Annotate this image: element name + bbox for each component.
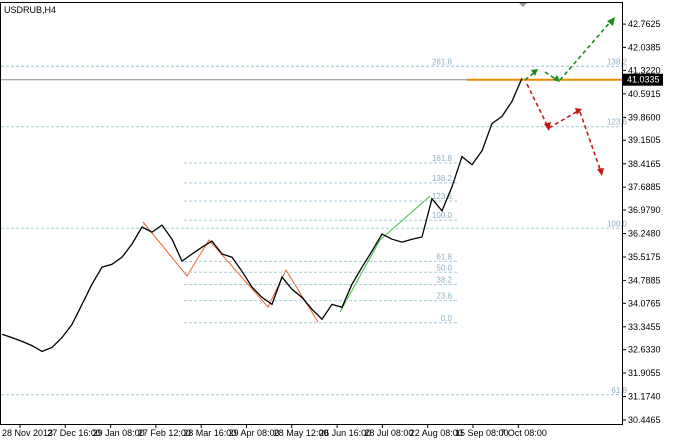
y-tick-label: 31.1740 (628, 392, 661, 402)
y-tick-label: 30.4465 (628, 415, 661, 425)
fib-label: 50.0 (436, 263, 452, 272)
y-tick-label: 33.3455 (628, 322, 661, 332)
price-line (1, 77, 523, 353)
x-tick-label: 28 Jul 08:00 (364, 428, 413, 438)
last-price-label: 41.0335 (627, 75, 660, 85)
y-tick-label: 42.0385 (628, 42, 661, 52)
y-tick-label: 39.8600 (628, 112, 661, 122)
x-tick-label: 27 Feb 12:00 (138, 428, 191, 438)
y-tick-label: 37.6885 (628, 182, 661, 192)
y-tick-label: 42.7625 (628, 19, 661, 29)
x-tick-label: 26 Jun 16:00 (319, 428, 371, 438)
x-tick-label: 29 Jan 08:00 (93, 428, 145, 438)
y-tick-label: 38.4165 (628, 159, 661, 169)
fib-label: 61.8 (611, 386, 627, 395)
chart-title: USDRUB,H4 (4, 5, 56, 15)
x-tick-label: 27 Dec 16:00 (47, 428, 101, 438)
zigzag-wave (339, 195, 431, 313)
fib-label: 100.0 (432, 211, 453, 220)
arrow-heads (531, 17, 615, 176)
y-tick-label: 34.0765 (628, 298, 661, 308)
fib-label: 0.0 (441, 314, 453, 323)
x-tick-label: 7 Oct 08:00 (500, 428, 547, 438)
x-tick-label: 28 Mar 16:00 (183, 428, 236, 438)
x-tick-label: 28 May 12:00 (274, 428, 329, 438)
x-tick-label: 15 Sep 08:00 (455, 428, 509, 438)
x-tick-label: 28 Nov 2013 (2, 428, 53, 438)
y-tick-label: 32.6330 (628, 345, 661, 355)
fib-label: 261.8 (432, 57, 453, 66)
last-price-box (623, 73, 663, 86)
fib-label: 138.2 (607, 57, 628, 66)
y-tick-label: 36.2480 (628, 228, 661, 238)
plot-frame (0, 2, 623, 425)
fib-label: 138.2 (432, 174, 453, 183)
y-tick-label: 36.9790 (628, 205, 661, 215)
fib-label: 123.6 (607, 118, 628, 127)
fib-label: 61.8 (436, 252, 452, 261)
fib-label: 123.6 (432, 192, 453, 201)
y-tick-label: 40.5915 (628, 89, 661, 99)
y-tick-label: 31.9055 (628, 368, 661, 378)
fib-label: 23.6 (436, 292, 452, 301)
fib-label: 38.2 (436, 276, 452, 285)
fib-label: 100.0 (607, 219, 628, 228)
y-tick-label: 34.7885 (628, 275, 661, 285)
x-tick-label: 29 Apr 08:00 (229, 428, 280, 438)
zigzag-wave (142, 221, 319, 323)
y-tick-label: 41.3220 (628, 65, 661, 75)
shift-marker (519, 3, 527, 7)
y-tick-label: 35.5175 (628, 252, 661, 262)
x-tick-label: 22 Aug 08:00 (410, 428, 463, 438)
fib-label: 161.8 (432, 154, 453, 163)
y-tick-label: 39.1505 (628, 135, 661, 145)
